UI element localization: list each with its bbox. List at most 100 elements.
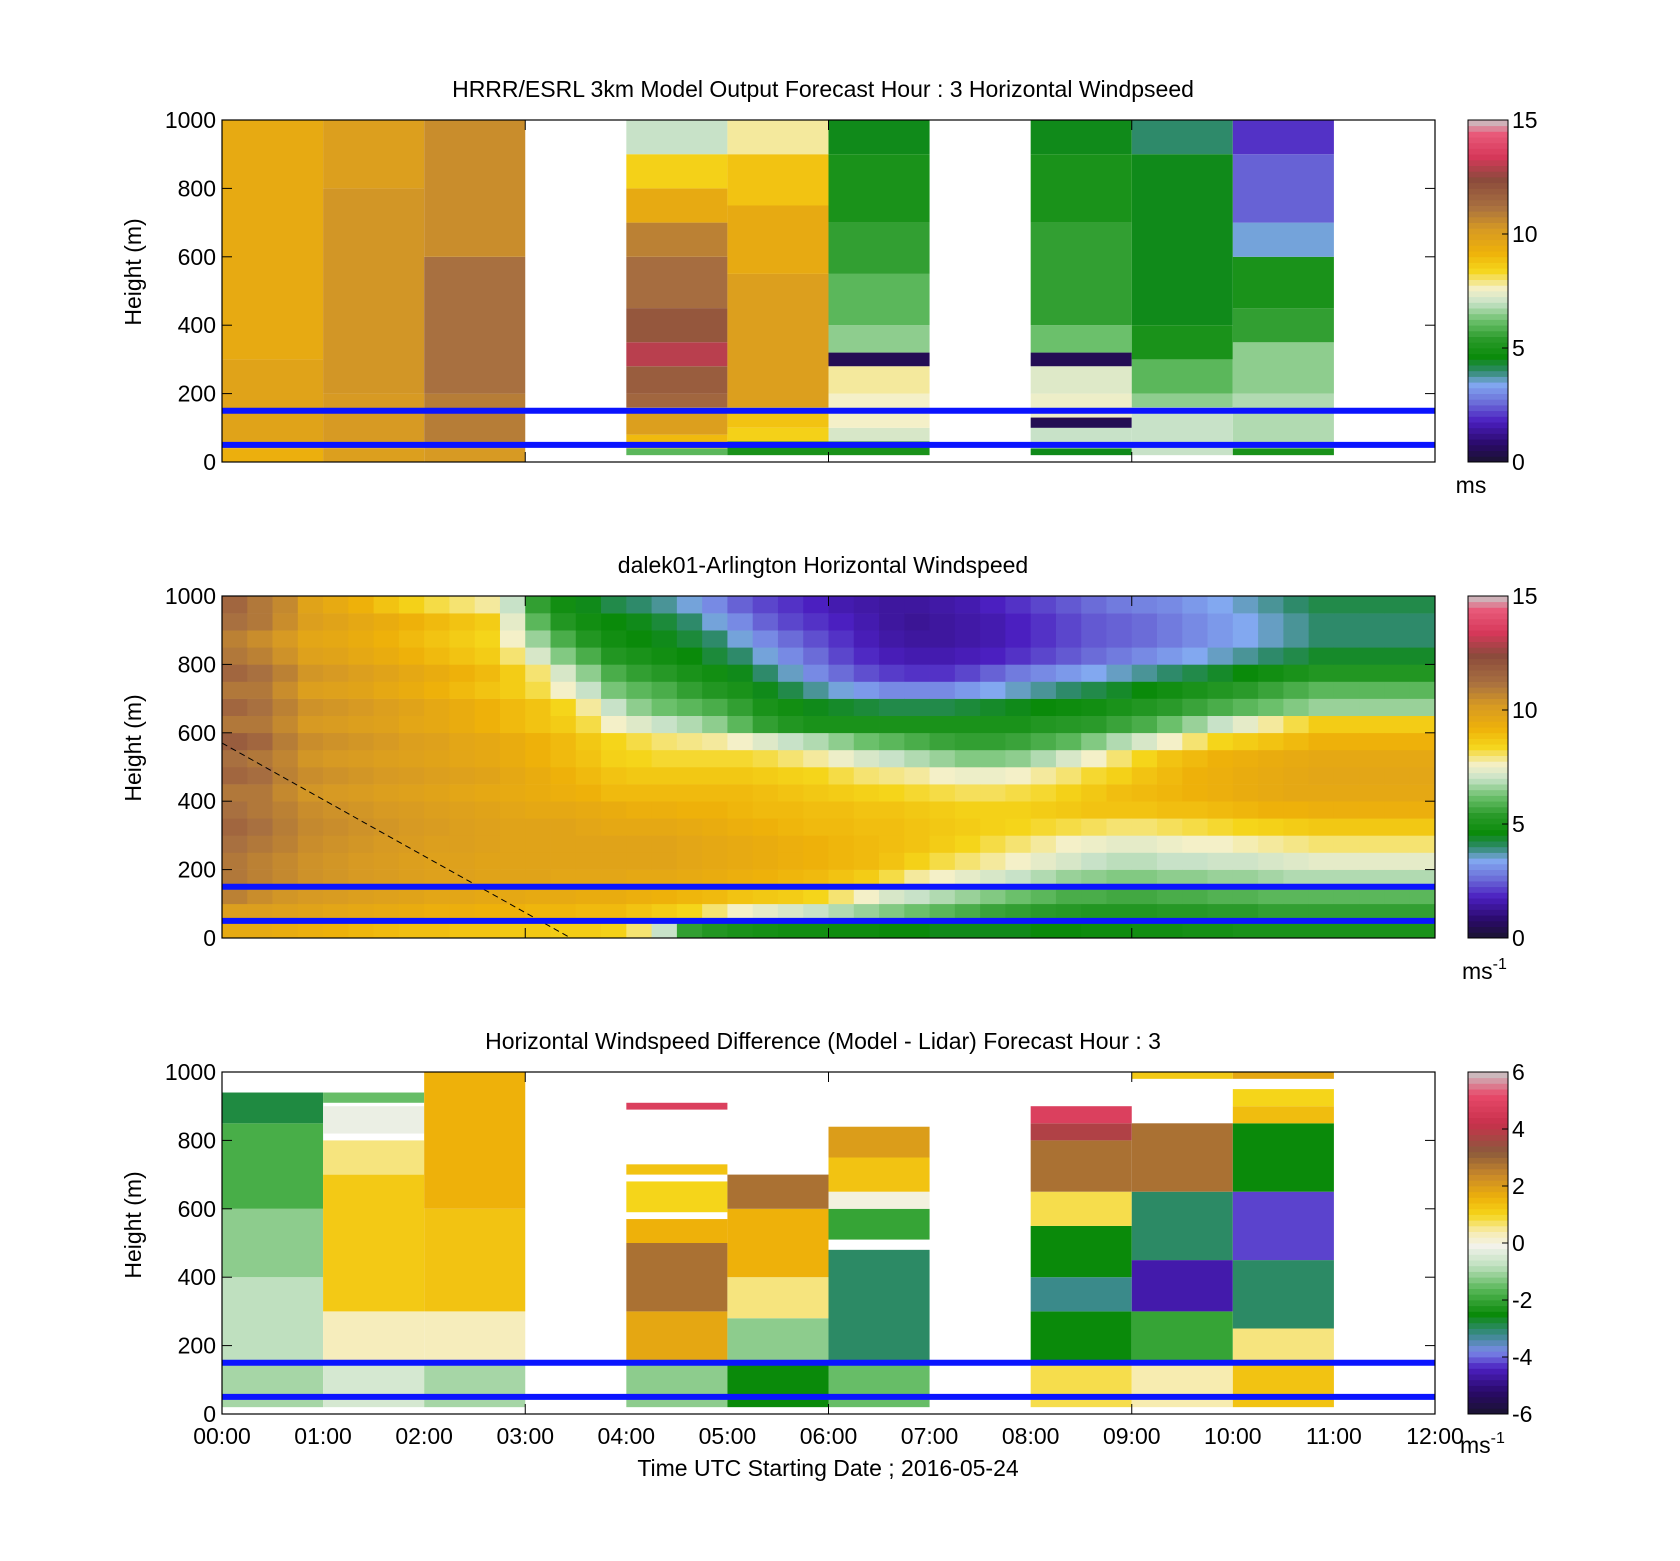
colorbar-swatch	[1468, 727, 1508, 734]
heat-cell	[1333, 698, 1360, 716]
heat-cell	[676, 681, 703, 699]
colorbar-swatch	[1468, 1117, 1508, 1124]
heat-cell	[1359, 630, 1385, 648]
colorbar-swatch	[1468, 359, 1508, 366]
heat-cell	[1182, 749, 1208, 768]
colorbar-swatch	[1468, 279, 1508, 286]
heat-cell	[853, 698, 880, 716]
panel-lidar-heatmap	[222, 596, 1436, 939]
heat-cell	[1384, 596, 1411, 614]
heat-cell	[904, 613, 930, 631]
heat-cell	[1157, 767, 1183, 785]
heat-cell	[954, 801, 981, 819]
colorbar-swatch	[1468, 450, 1508, 457]
heat-cell	[297, 698, 324, 716]
heat-cell	[1359, 596, 1385, 614]
heat-cell	[1182, 630, 1208, 648]
heat-cell	[752, 613, 779, 631]
heat-cell	[828, 427, 930, 442]
heat-cell	[1333, 613, 1360, 631]
heat-cell	[853, 630, 880, 648]
heat-cell	[1308, 647, 1335, 665]
heat-cell	[1333, 732, 1360, 751]
x-tick-label: 02:00	[395, 1423, 453, 1449]
colorbar-swatch	[1468, 852, 1508, 859]
colorbar-swatch	[1468, 302, 1508, 309]
heat-cell	[1005, 869, 1032, 887]
heat-cell	[398, 732, 425, 751]
panel-model-colorbar-unit: ms	[1456, 472, 1487, 498]
heat-cell	[1283, 903, 1310, 922]
heat-cell	[575, 698, 602, 716]
heat-cell	[727, 835, 754, 853]
panel-difference-overlay	[222, 1359, 1435, 1400]
heat-cell	[424, 596, 450, 614]
heat-cell	[702, 767, 728, 785]
heat-cell	[222, 715, 248, 734]
heat-cell	[1157, 869, 1183, 887]
colorbar-swatch	[1468, 715, 1508, 722]
heat-cell	[1409, 920, 1436, 939]
heat-cell	[1232, 869, 1259, 887]
heat-cell	[702, 749, 728, 768]
colorbar-swatch	[1468, 182, 1508, 189]
heat-cell	[1232, 767, 1259, 785]
heat-cell	[828, 767, 855, 785]
heat-cell	[1258, 801, 1284, 819]
colorbar-swatch	[1468, 165, 1508, 172]
colorbar-swatch	[1468, 171, 1508, 178]
heat-cell	[980, 715, 1006, 734]
heat-cell	[803, 749, 829, 768]
heat-cell	[1384, 732, 1411, 751]
heat-cell	[1283, 835, 1310, 853]
heat-cell	[1232, 801, 1259, 819]
heat-cell	[828, 886, 855, 905]
heat-cell	[222, 869, 248, 887]
colorbar-swatch	[1468, 812, 1508, 819]
heat-cell	[1308, 715, 1335, 734]
heat-cell	[1182, 613, 1208, 631]
heat-cell	[1207, 818, 1234, 836]
heat-cell	[1258, 647, 1284, 665]
colorbar-swatch	[1468, 228, 1508, 235]
heat-cell	[980, 818, 1006, 836]
heat-cell	[727, 715, 754, 734]
heat-cell	[449, 903, 476, 922]
heat-cell	[980, 801, 1006, 819]
heat-cell	[222, 1277, 324, 1363]
heat-cell	[752, 630, 779, 648]
heat-cell	[1283, 732, 1310, 751]
heat-cell	[1131, 835, 1158, 853]
heat-cell	[1409, 732, 1436, 751]
heat-cell	[1157, 852, 1183, 870]
heat-cell	[828, 681, 855, 699]
colorbar-swatch	[1468, 188, 1508, 195]
colorbar-swatch	[1468, 721, 1508, 728]
heat-cell	[651, 630, 678, 648]
heat-cell	[777, 732, 804, 751]
heat-cell	[499, 818, 526, 836]
heat-cell	[702, 886, 728, 905]
heat-cell	[1081, 596, 1107, 614]
heat-cell	[1333, 630, 1360, 648]
heat-cell	[1182, 698, 1208, 716]
heat-cell	[297, 903, 324, 922]
heat-cell	[272, 920, 299, 939]
x-tick-label: 07:00	[901, 1423, 959, 1449]
heat-cell	[323, 664, 349, 682]
heat-cell	[474, 732, 501, 751]
heat-cell	[1055, 647, 1082, 665]
colorbar-swatch	[1468, 670, 1508, 677]
heat-cell	[1030, 352, 1132, 367]
heat-cell	[1359, 886, 1385, 905]
colorbar-swatch	[1468, 841, 1508, 848]
colorbar-swatch	[1468, 681, 1508, 688]
heat-cell	[1207, 784, 1234, 802]
heat-cell	[980, 869, 1006, 887]
colorbar-swatch	[1468, 365, 1508, 372]
heat-cell	[929, 869, 956, 887]
heat-cell	[601, 715, 627, 734]
heat-cell	[980, 698, 1006, 716]
heat-cell	[702, 852, 728, 870]
x-tick-label: 05:00	[699, 1423, 757, 1449]
